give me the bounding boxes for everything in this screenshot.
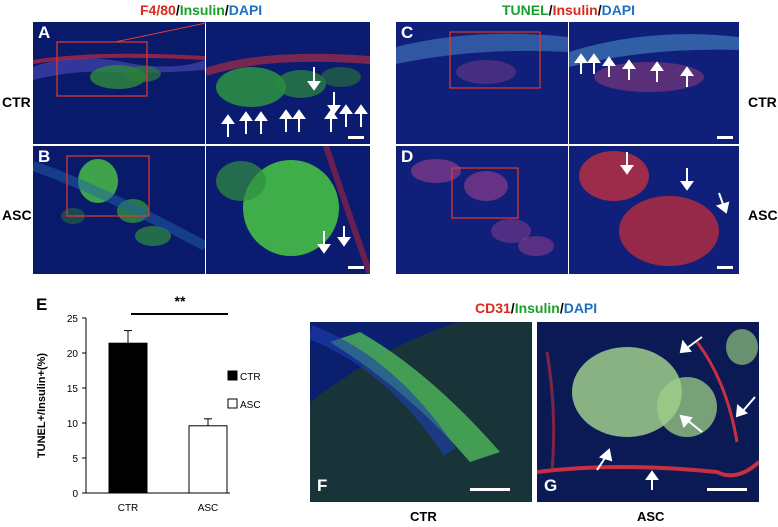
- panel-label-a: A: [38, 23, 51, 42]
- micrograph-c-overview: C: [396, 22, 568, 144]
- scale-bar: [717, 266, 733, 269]
- stain-title-f480: F4/80/Insulin/DAPI: [140, 2, 263, 18]
- scale-bar: [348, 136, 364, 139]
- legend-swatch: [227, 398, 238, 409]
- stain-f480: F4/80: [140, 2, 176, 18]
- y-tick-label: 10: [67, 419, 79, 430]
- stain-tunel: TUNEL: [502, 2, 549, 18]
- y-tick-label: 0: [72, 489, 78, 500]
- row-label-asc: ASC: [2, 207, 32, 223]
- row-label-asc: ASC: [748, 207, 778, 223]
- y-axis-label: TUNEL+/Insulin+(%): [36, 353, 48, 458]
- stain-title-tunel: TUNEL/Insulin/DAPI: [502, 2, 636, 18]
- stain-title-cd31: CD31/Insulin/DAPI: [475, 300, 598, 316]
- x-tick-label: ASC: [198, 503, 219, 514]
- label-asc: ASC: [637, 509, 665, 524]
- micrograph-b-zoom: [206, 146, 370, 274]
- micrograph-g: G: [537, 322, 759, 502]
- legend-label: CTR: [240, 372, 261, 383]
- panel-label-e: E: [36, 295, 47, 314]
- panel-label-d: D: [401, 147, 414, 166]
- row-label-ctr: CTR: [2, 94, 31, 110]
- scale-bar: [348, 266, 364, 269]
- stain-dapi: DAPI: [228, 2, 263, 18]
- y-tick-label: 25: [67, 314, 79, 325]
- row-label-ctr: CTR: [748, 94, 777, 110]
- stain-insulin: Insulin: [514, 300, 560, 316]
- y-tick-label: 5: [72, 454, 78, 465]
- stain-insulin: Insulin: [179, 2, 225, 18]
- bar-chart-e: E ** 0 5 10 15 20 25 TUNEL+/Insulin+(%) CTR ASC CTR…: [0, 286, 300, 522]
- y-tick-label: 20: [67, 349, 79, 360]
- legend-label: ASC: [240, 400, 261, 411]
- x-tick-label: CTR: [118, 503, 139, 514]
- stain-dapi: DAPI: [563, 300, 598, 316]
- bar-ctr: [108, 342, 148, 494]
- micrograph-d-zoom: [569, 146, 739, 274]
- panel-label-b: B: [38, 147, 51, 166]
- stain-cd31: CD31: [475, 300, 511, 316]
- micrograph-a-zoom: [206, 22, 370, 144]
- chart-svg: E ** 0 5 10 15 20 25 TUNEL+/Insulin+(%) CTR ASC CTR…: [36, 293, 261, 514]
- panel-label-c: C: [401, 23, 414, 42]
- scale-bar: [470, 488, 510, 491]
- panel-label-g: G: [544, 476, 558, 495]
- micrograph-f: F: [310, 322, 532, 502]
- scale-bar: [717, 136, 733, 139]
- micrograph-c-zoom: [569, 22, 739, 144]
- scale-bar: [707, 488, 747, 491]
- micrograph-b-overview: B: [33, 146, 205, 274]
- bar-asc: [188, 425, 228, 494]
- legend-swatch: [227, 370, 238, 381]
- stain-dapi: DAPI: [601, 2, 636, 18]
- significance-label: **: [175, 293, 186, 309]
- stain-insulin: Insulin: [552, 2, 598, 18]
- micrograph-d-overview: D: [396, 146, 568, 274]
- label-ctr: CTR: [410, 509, 437, 524]
- micrograph-a-overview: A: [33, 22, 205, 144]
- zoom-connector-a: [114, 22, 207, 43]
- y-tick-label: 15: [67, 384, 79, 395]
- panel-label-f: F: [317, 476, 328, 495]
